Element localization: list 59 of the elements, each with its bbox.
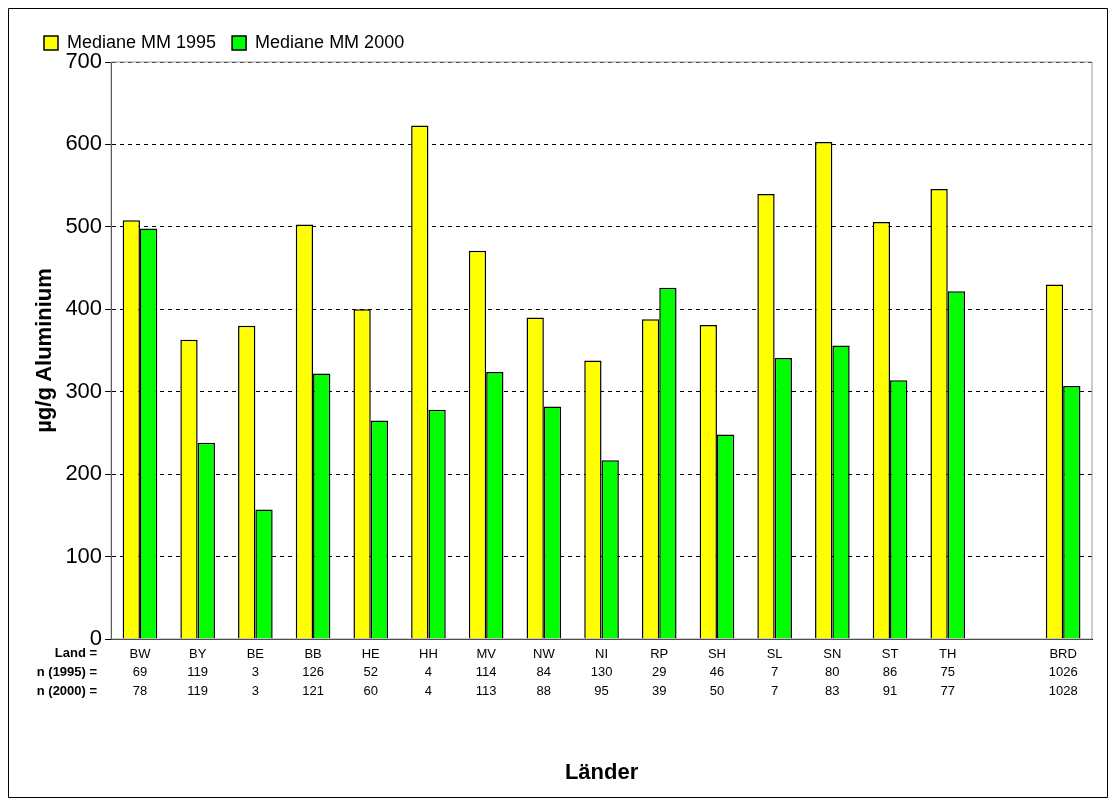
text: 39 xyxy=(652,682,667,698)
text: 126 xyxy=(302,663,324,679)
x-tick-label: MV xyxy=(476,646,497,662)
text: 77 xyxy=(940,682,955,698)
x-tick-label: NW xyxy=(533,646,556,662)
text: 119 xyxy=(187,663,209,679)
text: 83 xyxy=(825,682,840,698)
text: 130 xyxy=(590,663,613,679)
text: 7 xyxy=(771,682,779,698)
x-tick-label: ST xyxy=(881,646,899,662)
legend-label: Mediane MM 2000 xyxy=(255,31,405,52)
x-tick-label: BW xyxy=(129,646,152,662)
text: 113 xyxy=(475,682,497,698)
text: 7 xyxy=(771,663,779,679)
y-tick-label: 300 xyxy=(65,377,103,403)
y-tick-label: 200 xyxy=(65,460,103,486)
x-tick-label: HH xyxy=(419,646,438,662)
x-tick-label: BE xyxy=(246,646,265,662)
x-tick-label: BB xyxy=(304,646,322,662)
x-tick-label: NI xyxy=(595,646,609,662)
text: 50 xyxy=(709,682,725,698)
y-tick-label: 100 xyxy=(65,542,103,568)
y-axis-title: µg/g Aluminium xyxy=(31,268,57,433)
x-tick-label: RP xyxy=(650,646,669,662)
x-tick-label: SN xyxy=(823,646,842,662)
text: 4 xyxy=(424,682,433,698)
text: 3 xyxy=(251,682,259,698)
text: 75 xyxy=(940,663,955,679)
text: 121 xyxy=(302,682,324,698)
text: 1026 xyxy=(1048,663,1078,679)
x-tick-label: TH xyxy=(939,646,957,662)
text: 88 xyxy=(536,682,552,698)
text: 86 xyxy=(882,663,898,679)
text: 3 xyxy=(251,663,259,679)
text: 114 xyxy=(475,663,497,679)
text: 4 xyxy=(424,663,433,679)
x-tick-label: SH xyxy=(707,646,726,662)
x-tick-label: HE xyxy=(361,646,381,662)
y-tick-label: 600 xyxy=(65,130,103,156)
text: n (2000) = xyxy=(36,682,98,698)
x-tick-label: BY xyxy=(188,646,207,662)
x-tick-label: BRD xyxy=(1049,646,1077,662)
text: 69 xyxy=(132,663,148,679)
y-tick-label: 400 xyxy=(65,295,103,321)
text: 78 xyxy=(132,682,148,698)
text: 1028 xyxy=(1048,682,1078,698)
text: 119 xyxy=(187,682,209,698)
text: 52 xyxy=(363,663,378,679)
text: 95 xyxy=(594,682,609,698)
text: 84 xyxy=(536,663,552,679)
text: 29 xyxy=(652,663,667,679)
x-axis-title: Länder xyxy=(564,758,639,784)
x-tick-label: SL xyxy=(766,646,783,662)
text: 91 xyxy=(882,682,898,698)
text: n (1995) = xyxy=(36,663,98,679)
text: 60 xyxy=(363,682,378,698)
text: 46 xyxy=(709,663,725,679)
text: 80 xyxy=(825,663,840,679)
y-tick-label: 500 xyxy=(65,212,103,238)
